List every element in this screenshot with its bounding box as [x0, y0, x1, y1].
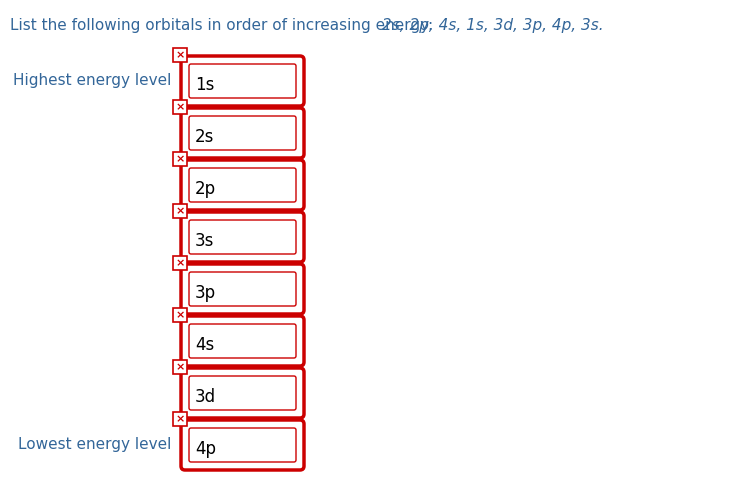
Bar [173, 308, 187, 322]
Bar [173, 360, 187, 374]
Text: Lowest energy level: Lowest energy level [18, 437, 171, 452]
FancyBboxPatch shape [181, 420, 304, 470]
FancyBboxPatch shape [181, 264, 304, 314]
Text: 1s: 1s [195, 76, 215, 94]
FancyBboxPatch shape [181, 316, 304, 366]
FancyBboxPatch shape [181, 108, 304, 158]
Text: ×: × [175, 310, 185, 320]
Text: 4p: 4p [195, 440, 216, 458]
Text: ×: × [175, 154, 185, 164]
FancyBboxPatch shape [189, 116, 296, 150]
FancyBboxPatch shape [189, 428, 296, 462]
Text: 2s, 2p, 4s, 1s, 3d, 3p, 4p, 3s.: 2s, 2p, 4s, 1s, 3d, 3p, 4p, 3s. [381, 18, 604, 33]
Bar [173, 100, 187, 114]
Text: ×: × [175, 206, 185, 216]
FancyBboxPatch shape [189, 376, 296, 410]
Text: List the following orbitals in order of increasing energy:: List the following orbitals in order of … [10, 18, 438, 33]
Text: ×: × [175, 258, 185, 268]
FancyBboxPatch shape [181, 212, 304, 262]
Bar [173, 256, 187, 270]
FancyBboxPatch shape [189, 168, 296, 202]
Text: ×: × [175, 50, 185, 60]
FancyBboxPatch shape [189, 324, 296, 358]
Bar [173, 48, 187, 62]
FancyBboxPatch shape [189, 220, 296, 254]
Text: 3p: 3p [195, 284, 216, 302]
FancyBboxPatch shape [181, 368, 304, 418]
Text: 2s: 2s [195, 128, 215, 146]
FancyBboxPatch shape [189, 64, 296, 98]
Text: 3s: 3s [195, 232, 215, 250]
Text: ×: × [175, 102, 185, 112]
FancyBboxPatch shape [181, 56, 304, 106]
Bar [173, 152, 187, 166]
Text: ×: × [175, 362, 185, 372]
Text: ×: × [175, 414, 185, 424]
Bar [173, 412, 187, 426]
Text: 4s: 4s [195, 336, 214, 354]
FancyBboxPatch shape [189, 272, 296, 306]
FancyBboxPatch shape [181, 160, 304, 210]
Bar [173, 204, 187, 218]
Text: 3d: 3d [195, 388, 216, 406]
Text: 2p: 2p [195, 180, 216, 198]
Text: Highest energy level: Highest energy level [13, 73, 171, 88]
